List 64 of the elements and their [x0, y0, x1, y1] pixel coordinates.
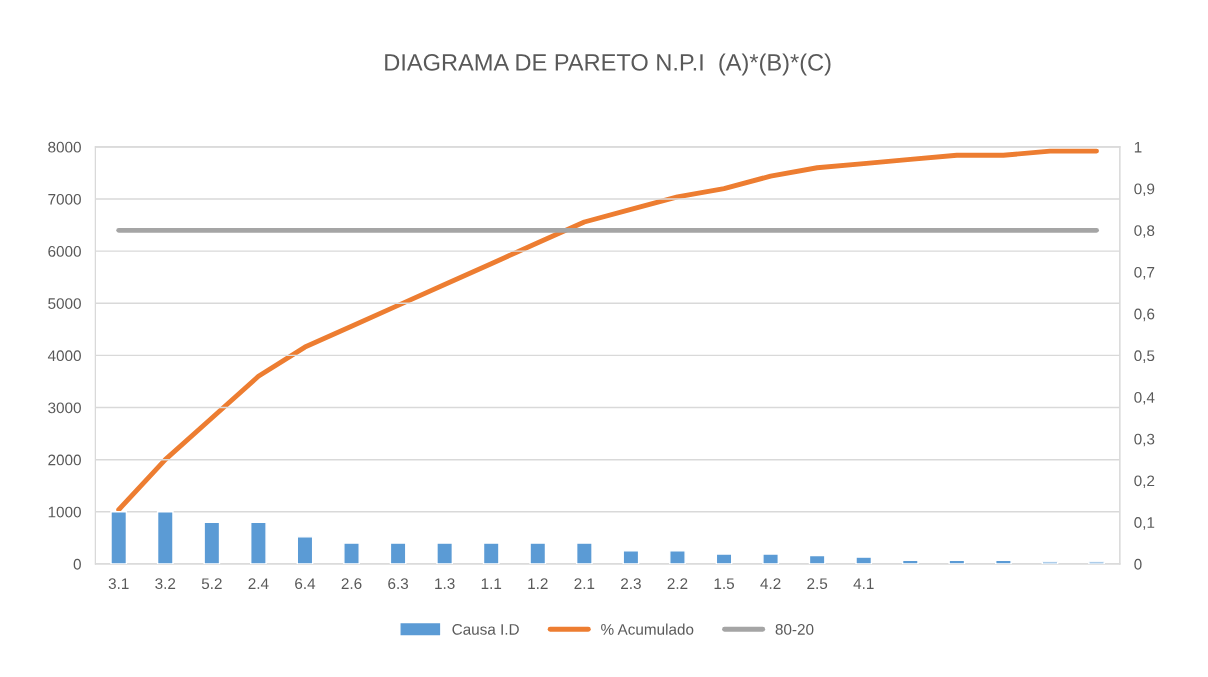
y2-tick-label: 1: [1134, 141, 1142, 153]
legend-label: % Acumulado: [601, 623, 694, 635]
y-tick-label: 6000: [48, 246, 81, 257]
y2-tick-label: 0,5: [1134, 350, 1155, 363]
bar: [482, 542, 500, 564]
x-tick-label: 4.2: [760, 578, 781, 589]
bar: [855, 556, 873, 564]
y2-tick-label: 0,1: [1134, 517, 1155, 530]
bar: [203, 521, 221, 564]
y2-tick-label: 0,7: [1134, 266, 1155, 280]
y2-tick-label: 0,3: [1134, 433, 1155, 447]
bar: [622, 550, 640, 564]
y-tick-label: 0: [73, 558, 81, 570]
line-series: [116, 148, 1099, 513]
bar: [715, 553, 733, 564]
x-tick-label: 2.2: [667, 578, 688, 589]
x-tick-label: 3.1: [108, 578, 129, 590]
bar: [948, 559, 966, 564]
legend-label: 80-20: [775, 623, 814, 635]
y2-tick-label: 0,2: [1134, 475, 1155, 489]
x-tick-label: 2.3: [621, 578, 641, 590]
bar: [575, 542, 593, 564]
x-tick-label: 6.3: [388, 578, 409, 590]
x-tick-label: 1.2: [528, 578, 548, 589]
legend-label: Causa I.D: [452, 623, 519, 635]
bar: [296, 536, 314, 564]
x-tick-label: 2.6: [341, 578, 362, 590]
y-tick-label: 8000: [48, 141, 81, 153]
y2-tick-label: 0,8: [1134, 225, 1155, 238]
bar: [156, 511, 174, 564]
bar: [110, 511, 128, 564]
bar: [389, 542, 407, 564]
bar: [762, 553, 779, 564]
bar: [1041, 561, 1059, 564]
y-tick-label: 4000: [47, 350, 81, 362]
bar: [669, 550, 686, 564]
bar: [436, 542, 454, 564]
y2-tick-label: 0,9: [1134, 183, 1155, 197]
x-tick-label: 2.4: [248, 578, 269, 589]
x-tick-label: 3.2: [155, 578, 176, 590]
y-tick-label: 1000: [48, 506, 81, 518]
bar: [808, 554, 826, 564]
x-tick-label: 4.1: [853, 578, 874, 589]
y-tick-label: 2000: [48, 454, 81, 466]
x-tick-label: 5.2: [201, 578, 222, 590]
x-tick-label: 6.4: [295, 578, 316, 590]
bar: [995, 559, 1012, 564]
bar: [250, 521, 267, 564]
x-tick-label: 1.1: [481, 578, 502, 589]
x-tick-label: 2.1: [574, 578, 595, 589]
x-tick-label: 1.3: [435, 578, 455, 590]
y-tick-label: 5000: [48, 298, 81, 309]
y-tick-label: 3000: [48, 402, 81, 414]
y-tick-label: 7000: [48, 193, 81, 205]
bar: [343, 542, 360, 564]
y2-tick-label: 0: [1134, 558, 1142, 570]
bar: [529, 542, 547, 564]
bar: [901, 559, 919, 564]
bar: [1088, 561, 1105, 564]
y2-tick-label: 0,4: [1134, 392, 1155, 405]
x-tick-label: 1.5: [714, 578, 735, 590]
chart-title: DIAGRAMA DE PARETO N.P.I (A)*(B)*(C): [385, 53, 831, 76]
y2-tick-label: 0,6: [1134, 308, 1155, 322]
x-tick-label: 2.5: [807, 578, 828, 590]
